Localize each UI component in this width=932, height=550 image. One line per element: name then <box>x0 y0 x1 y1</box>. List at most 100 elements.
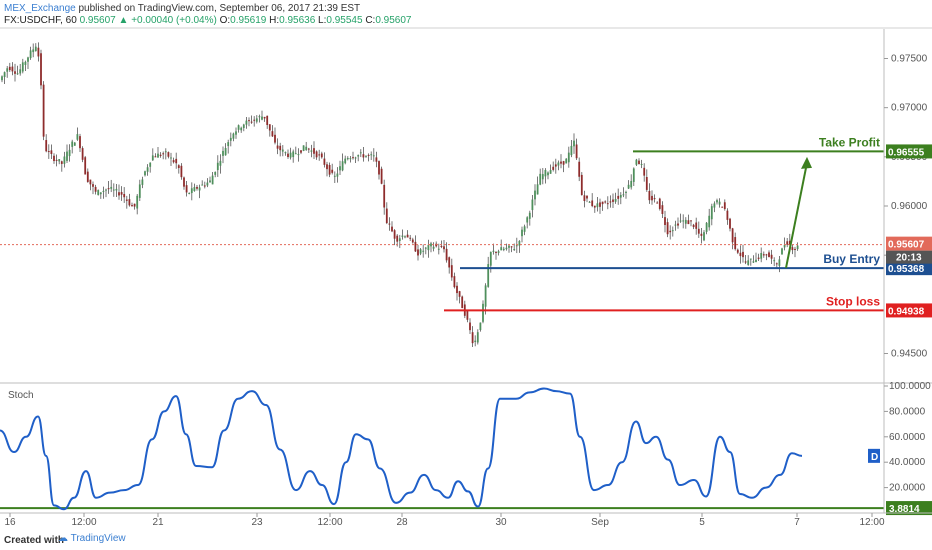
candle-body <box>554 164 557 167</box>
candle-body <box>261 116 263 120</box>
stoch-panel[interactable]: Stoch <box>0 387 884 511</box>
candle-body <box>227 142 230 147</box>
candle-body <box>37 47 40 57</box>
stoch-tick-label: 60.0000 <box>889 432 926 443</box>
candle-body <box>794 248 796 250</box>
candle-body <box>500 247 503 251</box>
candle-body <box>8 66 11 71</box>
candle-body <box>45 140 48 152</box>
candle-body <box>281 149 284 152</box>
candle-body <box>502 248 505 251</box>
candle-body <box>323 158 326 165</box>
candle-body <box>448 257 451 268</box>
candle-body <box>193 187 196 192</box>
candle-body <box>289 152 292 158</box>
candle-body <box>625 191 627 193</box>
candle-body <box>107 188 110 190</box>
candle-body <box>721 206 724 208</box>
symbol-label[interactable]: FX:USDCHF, 60 <box>4 15 77 26</box>
candle-body <box>32 49 35 53</box>
candle-body <box>248 120 250 122</box>
close-value: 0.95607 <box>375 15 412 26</box>
candle-body <box>578 161 581 177</box>
candle-body <box>263 116 266 119</box>
candle-body <box>760 253 763 259</box>
candle-body <box>398 238 401 241</box>
candle-body <box>474 340 477 343</box>
candle-body <box>232 133 235 139</box>
author-link[interactable]: MEX_Exchange <box>4 3 76 14</box>
candle-body <box>427 244 430 251</box>
candle-body <box>346 158 349 160</box>
candle-body <box>328 164 331 175</box>
level-price-badge <box>886 261 932 276</box>
candle-body <box>718 201 721 205</box>
candle-body <box>302 145 305 151</box>
candle-body <box>471 332 474 344</box>
candle-body <box>526 217 529 223</box>
candle-body <box>409 237 412 239</box>
candle-body <box>279 145 282 151</box>
candle-body <box>591 200 594 207</box>
level-name: Stop loss <box>826 294 880 308</box>
candle-body <box>201 184 204 186</box>
candle-body <box>177 165 180 169</box>
candle-body <box>432 246 435 249</box>
candle-body <box>573 140 575 147</box>
candle-body <box>1 76 3 81</box>
candle-body <box>297 154 300 156</box>
candle-body <box>326 164 328 170</box>
stoch-scale[interactable]: 100.0000 80.0000 60.0000 40.0000 20.0000 3.88… <box>868 381 932 516</box>
candle-body <box>640 163 643 165</box>
candle-body <box>211 175 214 185</box>
candle-body <box>63 156 66 164</box>
candle-body <box>653 198 656 200</box>
level-price-label: 0.96555 <box>888 147 925 158</box>
candle-body <box>250 121 253 123</box>
high-value: 0.95636 <box>279 15 316 26</box>
x-tick-label: Sep <box>591 517 609 528</box>
candle-body <box>515 245 518 247</box>
last-price-label: 0.95607 <box>888 240 925 251</box>
candle-body <box>617 195 620 199</box>
candle-body <box>274 134 276 143</box>
candle-body <box>424 247 427 249</box>
candle-body <box>783 244 786 248</box>
candle-body <box>560 161 562 164</box>
stoch-level-label: 3.8814 <box>889 504 920 515</box>
tradingview-logo[interactable]: ☁ TradingView <box>58 533 126 544</box>
price-panel[interactable]: Take Profit Buy Entry Stop loss <box>0 29 884 383</box>
time-scale[interactable]: 16 12:00 21 23 12:00 28 30 Sep 5 7 12:00 <box>4 513 885 528</box>
candle-body <box>567 152 570 163</box>
candle-body <box>492 250 495 252</box>
candle-body <box>3 72 6 78</box>
candle-body <box>791 247 794 251</box>
candle-body <box>596 203 599 208</box>
candle-body <box>495 251 497 253</box>
candle-body <box>437 248 440 250</box>
candle-body <box>638 160 640 165</box>
candle-body <box>768 252 770 258</box>
level-price-label: 0.94938 <box>888 306 925 317</box>
low-value: 0.95545 <box>326 15 363 26</box>
candle-body <box>292 151 295 158</box>
candle-body <box>344 158 347 164</box>
price-plot-area[interactable] <box>0 29 884 383</box>
candle-body <box>773 260 776 262</box>
candle-body <box>703 232 705 241</box>
stoch-tick-label: 40.0000 <box>889 457 926 468</box>
last-price-value: 0.95607 <box>79 15 116 26</box>
candle-body <box>196 186 198 189</box>
candle-body <box>690 220 692 222</box>
candle-body <box>92 184 94 187</box>
candle-body <box>339 166 341 171</box>
candle-body <box>752 261 755 263</box>
level-price-badge <box>886 144 932 159</box>
x-tick-label: 30 <box>495 517 507 528</box>
candle-body <box>55 159 58 161</box>
candle-body <box>736 249 739 253</box>
candle-body <box>203 185 206 187</box>
candle-body <box>318 154 321 156</box>
candle-body <box>666 222 669 235</box>
